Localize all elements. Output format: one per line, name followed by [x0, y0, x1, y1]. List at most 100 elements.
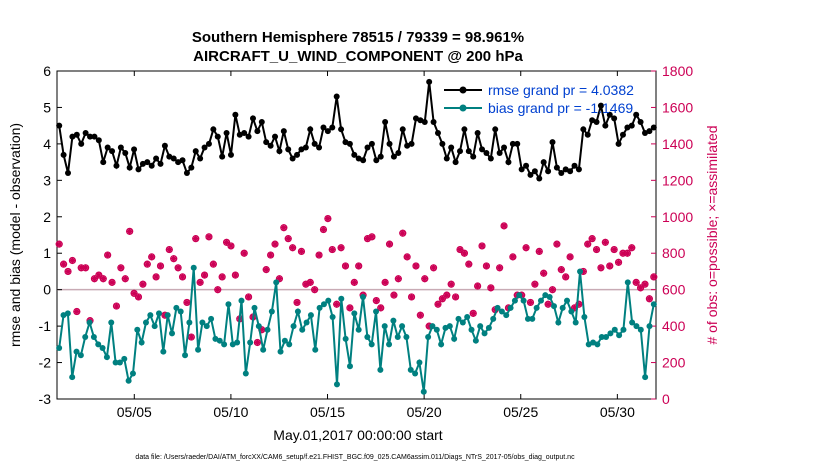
bias-point	[607, 330, 614, 337]
bias-point	[151, 323, 158, 330]
rmse-point	[104, 144, 111, 151]
left-y-tick-label: -3	[39, 391, 52, 407]
obs-marker	[526, 298, 535, 307]
rmse-point	[214, 133, 221, 140]
obs-assimilated-point	[152, 273, 160, 281]
obs-assimilated-point	[245, 293, 252, 301]
obs-assimilated-point	[95, 271, 103, 279]
obs-assimilated-point	[254, 339, 261, 346]
obs-marker	[112, 302, 121, 310]
rmse-point	[646, 128, 653, 135]
obs-assimilated-point	[148, 253, 156, 261]
obs-assimilated-point	[610, 246, 618, 253]
obs-marker	[126, 227, 134, 235]
obs-assimilated-point	[91, 275, 98, 283]
right-y-tick-label: 1600	[662, 99, 693, 115]
rmse-point	[346, 140, 353, 147]
bias-point	[373, 308, 380, 315]
rmse-point	[210, 126, 217, 133]
bias-point	[433, 326, 440, 333]
obs-marker	[540, 269, 548, 277]
rmse-point	[421, 119, 428, 126]
obs-marker	[209, 260, 217, 268]
bias-point	[281, 337, 288, 344]
obs-marker	[267, 251, 275, 259]
obs-assimilated-point	[311, 286, 319, 294]
rmse-point	[487, 155, 494, 162]
obs-marker	[557, 266, 565, 274]
bias-point	[260, 346, 267, 353]
left-y-tick-label: 2	[43, 209, 51, 225]
rmse-point	[434, 129, 441, 136]
obs-marker	[597, 264, 605, 272]
obs-marker	[95, 271, 103, 279]
obs-marker	[68, 256, 77, 265]
bias-point	[190, 264, 197, 271]
rmse-point	[78, 140, 85, 147]
x-tick-label: 05/10	[213, 404, 248, 420]
rmse-point	[329, 124, 336, 131]
obs-assimilated-point	[522, 244, 530, 252]
obs-assimilated-point	[104, 251, 112, 259]
bias-point	[368, 341, 375, 348]
rmse-point	[364, 144, 371, 151]
bias-point	[238, 297, 245, 304]
rmse-point	[254, 128, 261, 135]
bias-point	[177, 308, 184, 315]
obs-marker	[592, 245, 601, 254]
obs-assimilated-point	[368, 233, 376, 241]
left-y-tick-label: 3	[43, 172, 51, 188]
obs-marker	[438, 295, 446, 303]
bias-point	[355, 326, 362, 333]
legend: rmse grand pr = 4.0382 bias grand pr = -…	[444, 82, 634, 116]
bias-point	[455, 315, 462, 322]
obs-marker	[478, 242, 486, 250]
obs-marker	[381, 278, 389, 286]
bias-point	[199, 319, 206, 326]
rmse-point	[439, 140, 446, 147]
obs-assimilated-point	[192, 235, 200, 243]
rmse-point	[509, 140, 516, 147]
obs-marker	[399, 229, 407, 237]
bias-point	[420, 388, 427, 395]
rmse-point	[452, 159, 459, 166]
obs-assimilated-point	[628, 244, 636, 252]
rmse-point	[496, 150, 503, 156]
obs-assimilated-point	[179, 273, 186, 281]
rmse-point	[382, 119, 389, 126]
bias-point	[134, 326, 141, 333]
left-y-tick-label: 1	[43, 245, 51, 261]
obs-marker	[82, 264, 90, 272]
obs-assimilated-point	[650, 273, 658, 281]
obs-assimilated-point	[438, 295, 446, 303]
bias-point	[346, 363, 353, 370]
obs-marker	[121, 275, 129, 283]
rmse-point	[650, 124, 657, 131]
bias-point	[316, 304, 323, 311]
bias-point	[56, 344, 63, 351]
bias-point	[477, 323, 484, 330]
obs-assimilated-point	[350, 278, 358, 286]
rmse-point	[153, 155, 160, 162]
obs-assimilated-point	[575, 300, 583, 308]
obs-marker	[55, 240, 63, 248]
obs-marker	[394, 275, 402, 283]
obs-assimilated-point	[223, 238, 230, 246]
bias-point	[529, 315, 536, 322]
rmse-point	[558, 170, 565, 177]
obs-marker	[324, 215, 332, 223]
obs-marker	[429, 264, 438, 272]
obs-marker	[350, 278, 358, 286]
obs-assimilated-point	[60, 260, 68, 268]
rmse-point	[584, 131, 591, 138]
obs-marker	[117, 264, 125, 272]
bias-point	[459, 319, 466, 326]
obs-assimilated-point	[483, 262, 490, 270]
rmse-point	[501, 144, 508, 151]
obs-assimilated-point	[597, 264, 605, 272]
obs-assimilated-point	[258, 326, 266, 334]
obs-assimilated-point	[64, 268, 72, 275]
obs-marker	[104, 251, 112, 259]
obs-assimilated-point	[487, 284, 495, 292]
obs-assimilated-point	[280, 224, 288, 232]
